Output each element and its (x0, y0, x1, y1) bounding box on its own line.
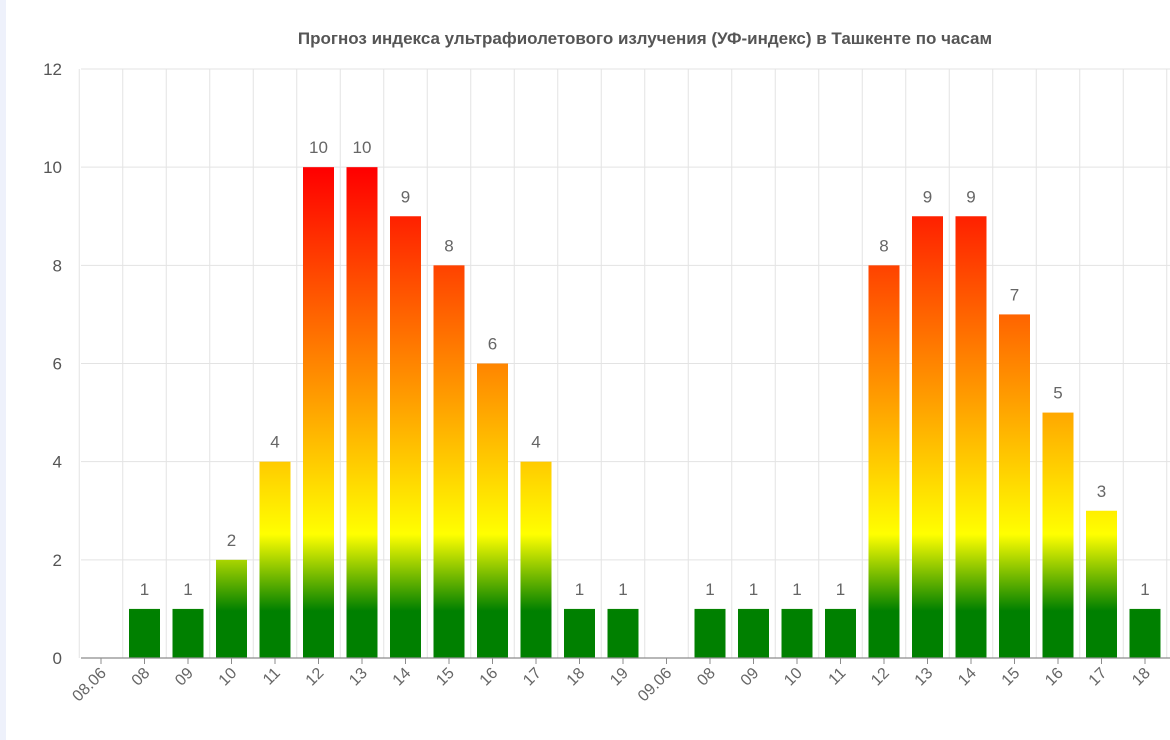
data-label: 10 (309, 138, 328, 157)
data-label: 6 (488, 335, 497, 354)
data-label: 9 (401, 187, 410, 206)
data-label: 10 (353, 138, 372, 157)
data-label: 7 (1010, 285, 1019, 304)
grid (78, 68, 1170, 658)
data-label: 2 (227, 531, 236, 550)
data-label: 1 (1140, 580, 1149, 599)
x-tick-label: 09 (738, 665, 763, 690)
x-tick-label: 16 (477, 665, 502, 690)
bar (738, 608, 769, 658)
bar (1086, 510, 1117, 658)
x-tick-label: 13 (912, 665, 937, 690)
x-tick-label: 17 (520, 665, 545, 690)
x-tick-label: 12 (303, 665, 328, 690)
bar (346, 167, 378, 658)
bar (433, 265, 465, 658)
chart-frame: Прогноз индекса ультрафиолетового излуче… (6, 0, 1170, 740)
bar (1129, 608, 1161, 658)
x-tick-label: 08 (694, 665, 719, 690)
data-label: 1 (618, 580, 627, 599)
x-tick-label: 15 (999, 665, 1024, 690)
x-tick-label: 19 (607, 665, 632, 690)
bar (129, 608, 160, 658)
bar (999, 314, 1030, 658)
bar (303, 167, 334, 658)
x-tick-label: 08 (129, 665, 154, 690)
bar (259, 461, 291, 658)
bar (477, 363, 508, 658)
bar (520, 461, 552, 658)
bar (607, 608, 639, 658)
bar (694, 608, 726, 658)
y-tick-label: 4 (53, 453, 62, 472)
x-tick-label: 16 (1042, 665, 1067, 690)
x-tick-label: 14 (955, 665, 980, 690)
data-label: 1 (183, 580, 192, 599)
x-tick-label: 14 (390, 665, 415, 690)
bar (390, 216, 421, 658)
data-label: 1 (792, 580, 801, 599)
y-tick-label: 6 (53, 355, 62, 374)
x-tick-label: 18 (564, 665, 589, 690)
y-tick-label: 12 (43, 60, 62, 79)
data-label: 1 (705, 580, 714, 599)
data-label: 1 (749, 580, 758, 599)
x-tick-label: 11 (826, 665, 850, 689)
x-axis: 08.06 08 09 10 11 12 13 14 15 16 17 18 19 09.06 08 09 10… (69, 657, 1170, 705)
bars (129, 167, 1161, 658)
x-tick-label: 10 (216, 665, 241, 690)
x-tick-label: 18 (1129, 665, 1154, 690)
y-tick-label: 2 (53, 551, 62, 570)
bar (912, 216, 943, 658)
data-label: 1 (836, 580, 845, 599)
x-tick-label: 08.06 (69, 665, 109, 705)
bar (564, 608, 595, 658)
data-label: 5 (1053, 384, 1062, 403)
data-label: 9 (966, 187, 975, 206)
x-tick-label: 15 (433, 665, 458, 690)
data-label: 8 (879, 236, 888, 255)
bar (172, 608, 204, 658)
data-label: 4 (270, 433, 279, 452)
bar (216, 559, 247, 658)
bar (868, 265, 900, 658)
chart-title: Прогноз индекса ультрафиолетового излуче… (298, 29, 992, 48)
data-label: 9 (923, 187, 932, 206)
x-tick-label: 13 (346, 665, 371, 690)
bar (781, 608, 813, 658)
y-tick-label: 8 (53, 256, 62, 275)
x-tick-label: 10 (781, 665, 806, 690)
y-tick-label: 0 (53, 649, 62, 668)
data-label: 3 (1097, 482, 1106, 501)
x-tick-label: 12 (868, 665, 893, 690)
x-tick-label: 09.06 (635, 665, 675, 705)
x-tick-label: 09 (172, 665, 197, 690)
y-axis: 0 2 4 6 8 10 12 (43, 60, 62, 668)
data-labels: 1 1 2 4 10 10 9 8 6 4 1 1 1 1 1 1 8 9 9 7 5 3 1 (140, 138, 1150, 599)
data-label: 1 (140, 580, 149, 599)
bar (955, 216, 987, 658)
uv-index-chart: Прогноз индекса ультрафиолетового излуче… (43, 29, 1170, 705)
x-tick-label: 17 (1086, 665, 1111, 690)
data-label: 8 (444, 236, 453, 255)
bar (1042, 412, 1074, 658)
data-label: 1 (575, 580, 584, 599)
y-tick-label: 10 (43, 158, 62, 177)
x-tick-label: 11 (260, 665, 284, 689)
bar (825, 608, 856, 658)
data-label: 4 (531, 433, 540, 452)
